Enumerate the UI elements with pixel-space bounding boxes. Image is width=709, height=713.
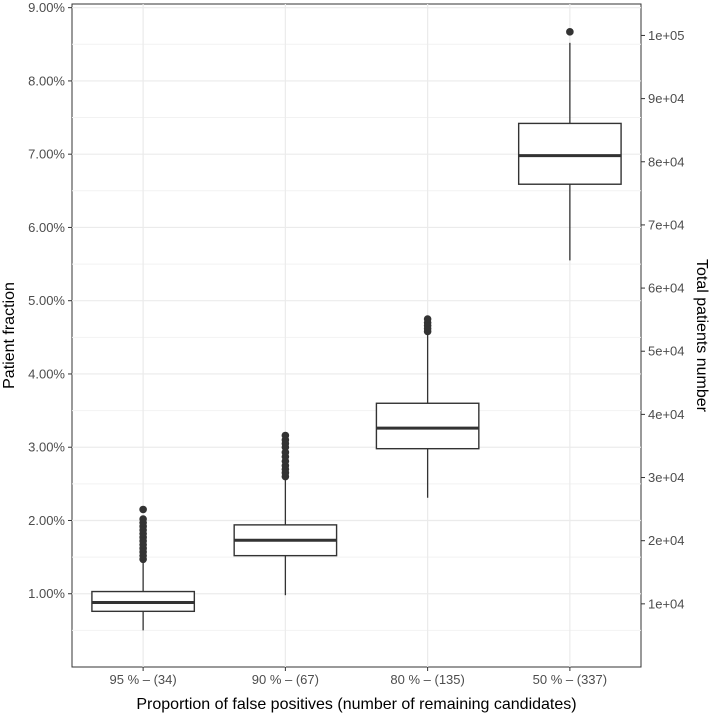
left-axis-ticks: 1.00% 2.00% 3.00% 4.00% 5.00% 6.00% 7.00% 8.00%…	[28, 0, 72, 601]
outlier-point	[423, 315, 432, 323]
outlier-point	[139, 515, 147, 523]
plot-panel	[71, 3, 642, 668]
y-tick-label: 3.00%	[28, 440, 65, 455]
box-iqr	[375, 402, 480, 450]
y-tick-label: 1.00%	[28, 586, 65, 601]
box-3	[375, 315, 480, 498]
y-tick-label: 8.00%	[28, 73, 65, 88]
box-1	[91, 505, 196, 631]
x-tick-label: 50 % – (337)	[533, 672, 607, 687]
outlier-point	[281, 431, 290, 440]
box-iqr	[517, 122, 622, 185]
y2-tick-label: 9e+04	[648, 91, 685, 106]
y2-tick-label: 8e+04	[648, 154, 685, 169]
box-2	[233, 431, 338, 596]
y-tick-label: 7.00%	[28, 147, 65, 162]
outlier-point	[139, 505, 147, 514]
y2-tick-label: 1e+04	[648, 596, 685, 611]
y-tick-label: 2.00%	[28, 513, 65, 528]
y2-tick-label: 1e+05	[648, 28, 685, 43]
grid-lines	[72, 4, 641, 667]
y-axis-title: Patient fraction	[1, 282, 18, 389]
y2-tick-label: 4e+04	[648, 407, 685, 422]
y2-tick-label: 5e+04	[648, 344, 685, 359]
x-tick-label: 95 % – (34)	[110, 672, 177, 687]
boxes-layer	[91, 28, 622, 631]
x-axis-ticks: 95 % – (34) 90 % – (67) 80 % – (135) 50 % –…	[110, 667, 607, 687]
y2-tick-label: 3e+04	[648, 470, 685, 485]
y-tick-label: 5.00%	[28, 293, 65, 308]
y2-axis-title: Total patients number	[693, 259, 709, 413]
x-axis-title: Proportion of false positives (number of…	[136, 696, 576, 713]
right-axis-ticks: 1e+04 2e+04 3e+04 4e+04 5e+04 6e+04 7e+04 8e+04…	[641, 28, 685, 611]
y-tick-label: 4.00%	[28, 366, 65, 381]
x-tick-label: 90 % – (67)	[252, 672, 319, 687]
y-tick-label: 6.00%	[28, 220, 65, 235]
outlier-point	[566, 28, 574, 36]
box-4	[517, 28, 622, 261]
y-tick-label: 9.00%	[28, 0, 65, 15]
y2-tick-label: 6e+04	[648, 281, 685, 296]
y2-tick-label: 7e+04	[648, 217, 685, 232]
x-tick-label: 80 % – (135)	[390, 672, 464, 687]
y2-tick-label: 2e+04	[648, 533, 685, 548]
